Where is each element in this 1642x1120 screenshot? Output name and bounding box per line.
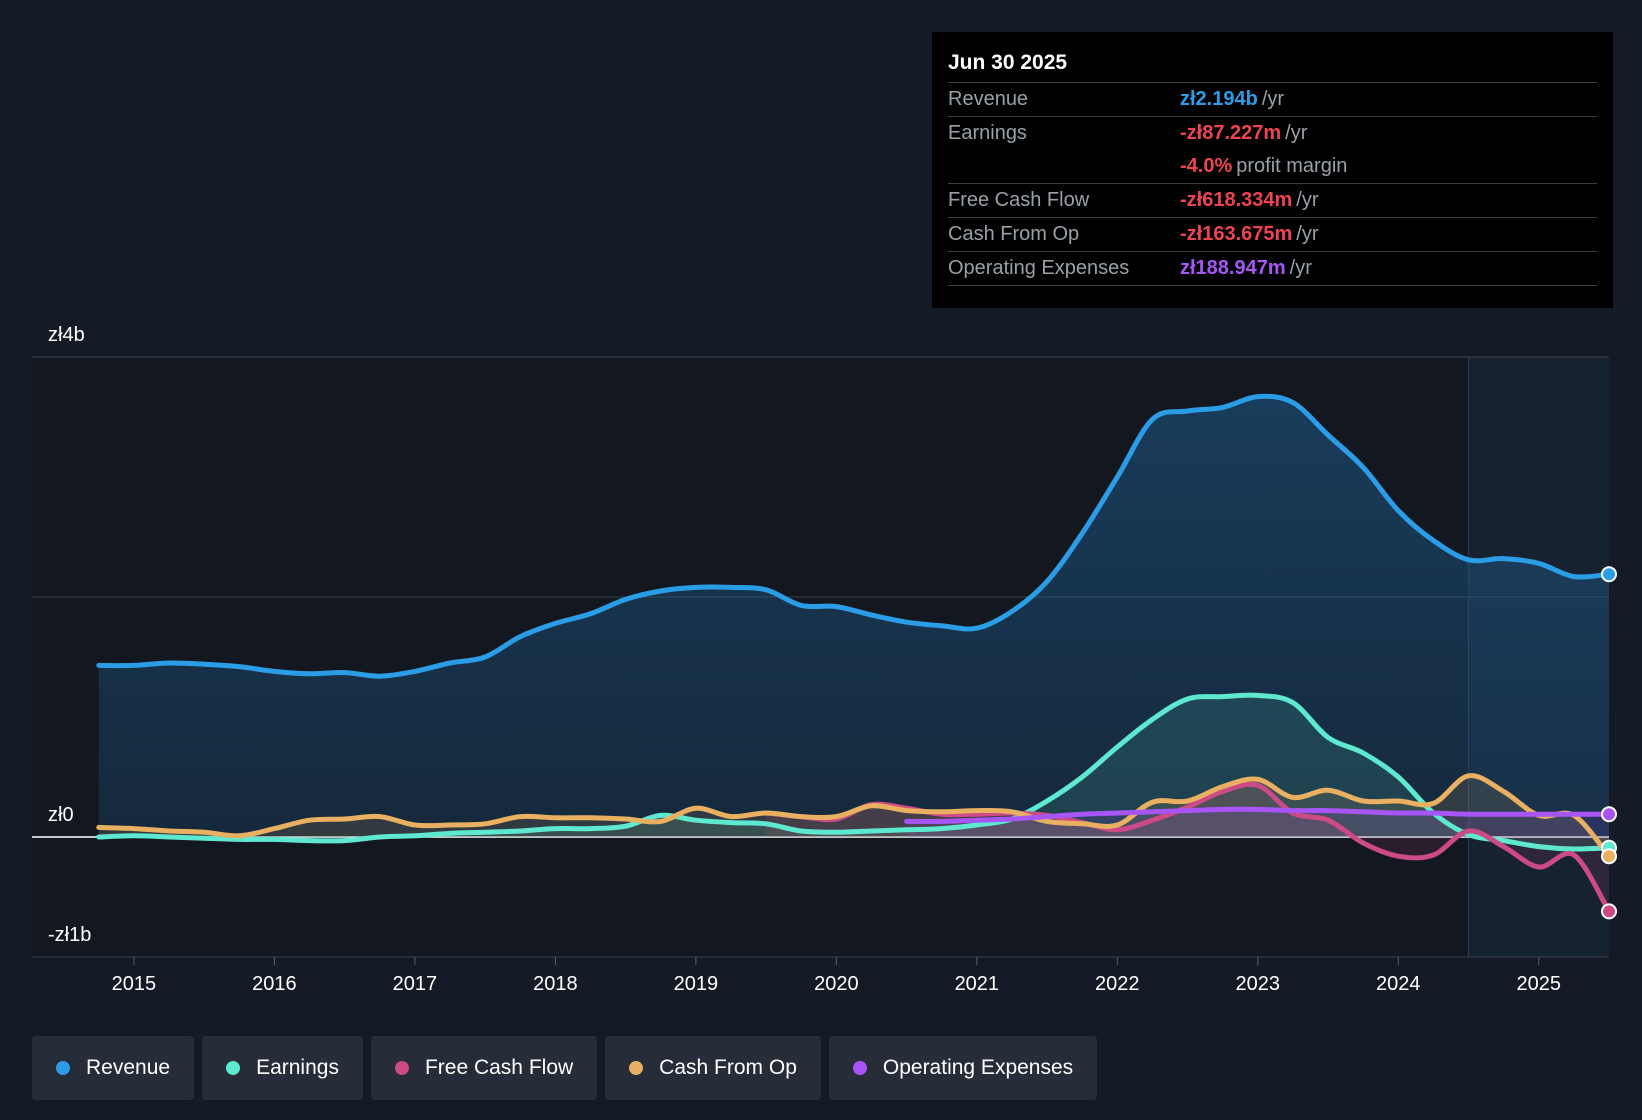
legend-label: Free Cash Flow <box>424 1056 574 1079</box>
y-tick-label: zł0 <box>48 804 74 826</box>
cash-from-op-end-point <box>1601 848 1617 865</box>
free-cash-flow-end-point <box>1601 903 1617 920</box>
x-tick-label: 2021 <box>955 973 1000 995</box>
revenue-line <box>96 393 1612 679</box>
revenue-area <box>98 396 1609 837</box>
tooltip-label: Operating Expenses <box>948 257 1130 279</box>
tooltip-row-revenue: Revenue zł2.194b/yr <box>948 83 1597 117</box>
legend-item-revenue[interactable]: Revenue <box>32 1036 195 1100</box>
tooltip-unit: profit margin <box>1236 155 1348 177</box>
x-tick-label: 2022 <box>1095 973 1140 995</box>
tooltip-value: -zł618.334m <box>1180 189 1293 211</box>
x-tick-label: 2018 <box>533 973 578 995</box>
legend-dot-icon <box>629 1061 644 1075</box>
tooltip-unit: /yr <box>1289 257 1312 279</box>
tooltip-value: zł188.947m <box>1180 257 1286 279</box>
x-tick-label: 2024 <box>1376 973 1421 995</box>
legend-label: Operating Expenses <box>882 1056 1074 1079</box>
earnings-line <box>96 692 1612 852</box>
tooltip-date: Jun 30 2025 <box>948 46 1597 83</box>
legend-dot-icon <box>852 1061 867 1075</box>
operating-expenses-line <box>904 806 1612 824</box>
legend-dot-icon <box>226 1061 241 1075</box>
tooltip-unit: /yr <box>1261 88 1285 110</box>
tooltip-row-earnings: Earnings -zł87.227m/yr <box>948 117 1597 150</box>
revenue-end-point <box>1601 566 1617 583</box>
tooltip-unit: /yr <box>1285 122 1308 144</box>
tooltip-value: -zł87.227m <box>1180 122 1282 144</box>
legend-item-operating-expenses[interactable]: Operating Expenses <box>828 1036 1098 1100</box>
legend-label: Cash From Op <box>659 1056 797 1079</box>
x-tick-label: 2017 <box>393 973 438 995</box>
cash-from-op-area <box>98 775 1609 857</box>
tooltip-label <box>948 150 1180 183</box>
legend-item-cash-from-op[interactable]: Cash From Op <box>605 1036 821 1100</box>
tooltip-label: Earnings <box>948 122 1027 144</box>
tooltip-row-cash-from-op: Cash From Op -zł163.675m/yr <box>948 218 1597 252</box>
x-tick-label: 2023 <box>1236 973 1281 995</box>
legend-label: Revenue <box>86 1056 171 1079</box>
cash-from-op-line <box>96 773 1612 859</box>
legend-dot-icon <box>56 1061 70 1075</box>
y-tick-label: zł4b <box>48 324 85 346</box>
legend-label: Earnings <box>256 1056 339 1079</box>
legend: Revenue Earnings Free Cash Flow Cash From O… <box>32 1036 1098 1100</box>
tooltip-label: Revenue <box>948 88 1029 110</box>
tooltip-row-free-cash-flow: Free Cash Flow -zł618.334m/yr <box>948 184 1597 218</box>
tooltip-value: -4.0% <box>1180 155 1233 177</box>
tooltip-label: Free Cash Flow <box>948 189 1090 211</box>
tooltip-value: zł2.194b <box>1180 88 1258 110</box>
y-tick-label: -zł1b <box>48 924 91 946</box>
tooltip-row-profit-margin: -4.0% profit margin <box>948 150 1597 184</box>
tooltip-label: Cash From Op <box>948 223 1080 245</box>
legend-item-free-cash-flow[interactable]: Free Cash Flow <box>370 1036 598 1100</box>
operating-expenses-end-point <box>1601 806 1617 823</box>
tooltip-unit: /yr <box>1296 223 1319 245</box>
x-tick-label: 2019 <box>674 973 719 995</box>
x-tick-label: 2025 <box>1517 973 1562 995</box>
x-tick-label: 2015 <box>112 973 157 995</box>
x-tick-label: 2020 <box>814 973 859 995</box>
tooltip-value: -zł163.675m <box>1180 223 1293 245</box>
tooltip-row-operating-expenses: Operating Expenses zł188.947m/yr <box>948 252 1597 286</box>
legend-dot-icon <box>394 1061 409 1075</box>
legend-item-earnings[interactable]: Earnings <box>202 1036 363 1100</box>
tooltip-unit: /yr <box>1296 189 1319 211</box>
x-tick-label: 2016 <box>252 973 297 995</box>
tooltip-panel: Jun 30 2025 Revenue zł2.194b/yr Earnings -z… <box>932 32 1613 308</box>
